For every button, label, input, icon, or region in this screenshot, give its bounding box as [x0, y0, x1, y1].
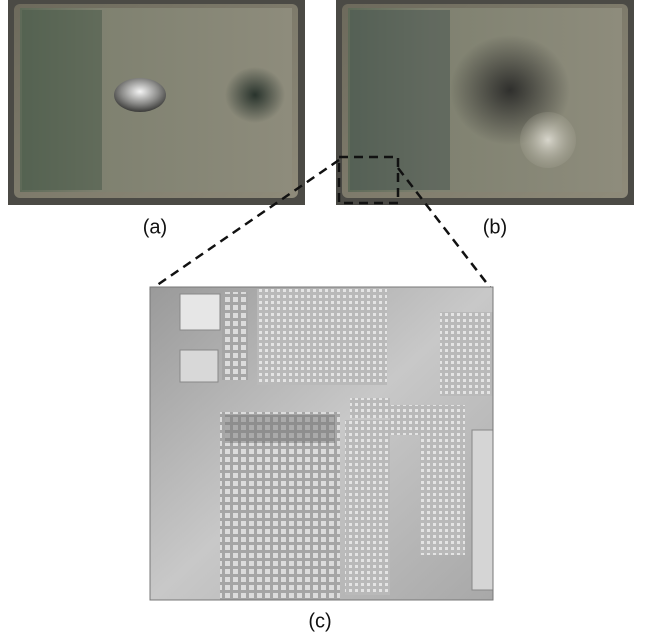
photo-a — [8, 0, 305, 205]
photo-b — [336, 0, 634, 205]
panel-label: (c) — [308, 610, 331, 632]
figure: (a) (b) (c) — [0, 0, 648, 638]
sem-image — [150, 287, 493, 600]
panel-label: (a) — [143, 216, 167, 238]
panel-label: (b) — [483, 216, 507, 238]
